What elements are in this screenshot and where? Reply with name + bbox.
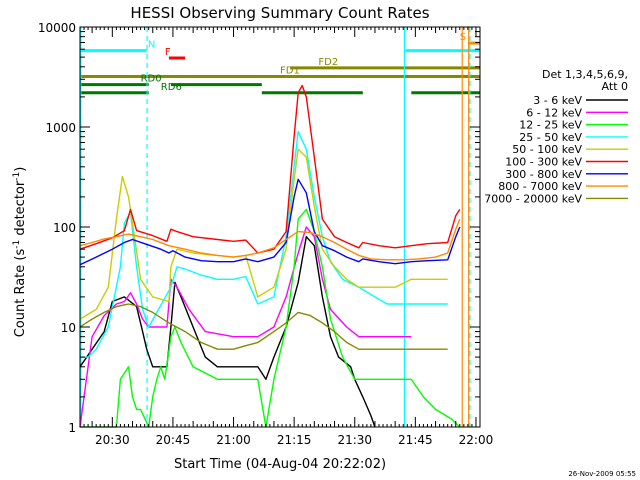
x-axis-title: Start Time (04-Aug-04 20:22:02) [174,457,386,472]
flag-label-n: N [148,40,155,51]
x-axis: 20:30 20:45 21:00 21:15 21:30 21:45 22:00 [79,27,494,447]
vertical-markers [80,27,471,427]
legend-label: 100 - 300 keV [505,156,582,169]
y-axis: 1 10 100 1000 10000 [38,21,480,435]
series-line-2 [79,226,412,428]
x-tick-label: 20:45 [156,433,191,447]
flag-label-rd0: RD0 [141,74,162,85]
series-line-8 [79,218,461,261]
x-tick-label: 22:00 [459,433,494,447]
legend-label: 800 - 7000 keV [498,180,582,193]
legend-label: 12 - 25 keV [519,119,582,132]
series-line-3 [80,208,461,428]
legend-label: 300 - 800 keV [505,168,582,181]
legend-label: 3 - 6 keV [533,94,582,107]
flag-label-s: S [460,32,466,43]
y-tick-label: 10 [61,321,76,335]
footer-timestamp: 26-Nov-2009 05:55 [568,470,636,478]
flag-label-f: F [165,47,171,58]
chart-title: HESSI Observing Summary Count Rates [130,4,429,22]
flag-label-rd6: RD6 [161,82,182,93]
x-tick-label: 21:15 [277,433,312,447]
series-line-6 [79,84,461,254]
plot-frame [79,26,481,428]
legend-label: 25 - 50 keV [519,131,582,144]
legend-label: 7000 - 20000 keV [484,192,582,205]
series-line-9 [79,303,448,350]
y-tick-label: 1 [68,421,76,435]
x-tick-label: 20:30 [95,433,130,447]
series-line-1 [79,236,376,428]
x-tick-label: 21:45 [398,433,433,447]
flag-label-fd1: FD1 [280,65,300,76]
series-group [79,84,461,428]
series-line-5 [79,148,448,320]
y-tick-label: 100 [53,221,76,235]
flag-label-fd2: FD2 [318,57,338,68]
legend-label: 6 - 12 keV [526,106,582,119]
x-tick-label: 21:00 [216,433,251,447]
y-tick-label: 1000 [45,121,76,135]
legend-header-line2: Att 0 [602,80,628,93]
x-tick-label: 21:30 [337,433,372,447]
y-tick-label: 10000 [38,21,76,35]
y-axis-title: Count Rate (s-1 detector-1) [12,167,28,338]
legend-label: 50 - 100 keV [512,143,582,156]
series-line-7 [79,178,461,266]
legend-header-line1: Det 1,3,4,5,6,9, [542,68,628,81]
